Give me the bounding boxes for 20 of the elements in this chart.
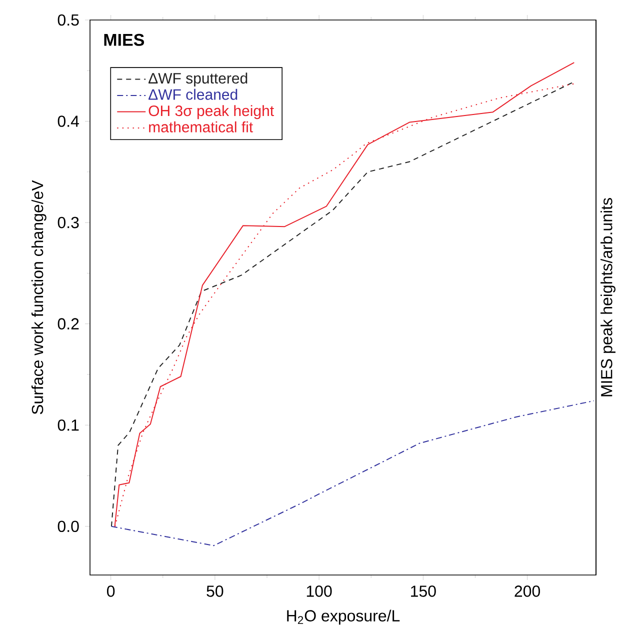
y-tick-label: 0.1 — [58, 419, 79, 431]
y2-axis-title: MIES peak heights/arb.units — [600, 198, 616, 396]
y-tick-label: 0.4 — [58, 116, 79, 127]
annotation: MIES — [104, 34, 144, 46]
x-tick-label: 100 — [306, 586, 332, 597]
legend-label: OH 3σ peak height — [148, 105, 274, 120]
x-axis-title: H$_{2}$O exposure/L — [287, 610, 400, 625]
x-tick-label: 0 — [107, 586, 115, 597]
y-tick-label: 0.5 — [58, 14, 79, 26]
line-series — [110, 400, 594, 546]
y-axis-title: Surface work function change/eV — [31, 180, 46, 414]
y-tick-label: 0.2 — [58, 318, 79, 330]
legend-label: ΔWF cleaned — [148, 88, 238, 100]
x-tick-label: 50 — [206, 586, 224, 597]
x-tick-label: 150 — [411, 586, 436, 597]
y-tick-label: 0.3 — [58, 216, 79, 228]
legend-label: mathematical fit — [149, 121, 253, 132]
x-tick-label: 200 — [514, 586, 540, 597]
legend-label: ΔWF sputtered — [148, 72, 248, 87]
y-tick-label: 0.0 — [58, 520, 79, 532]
